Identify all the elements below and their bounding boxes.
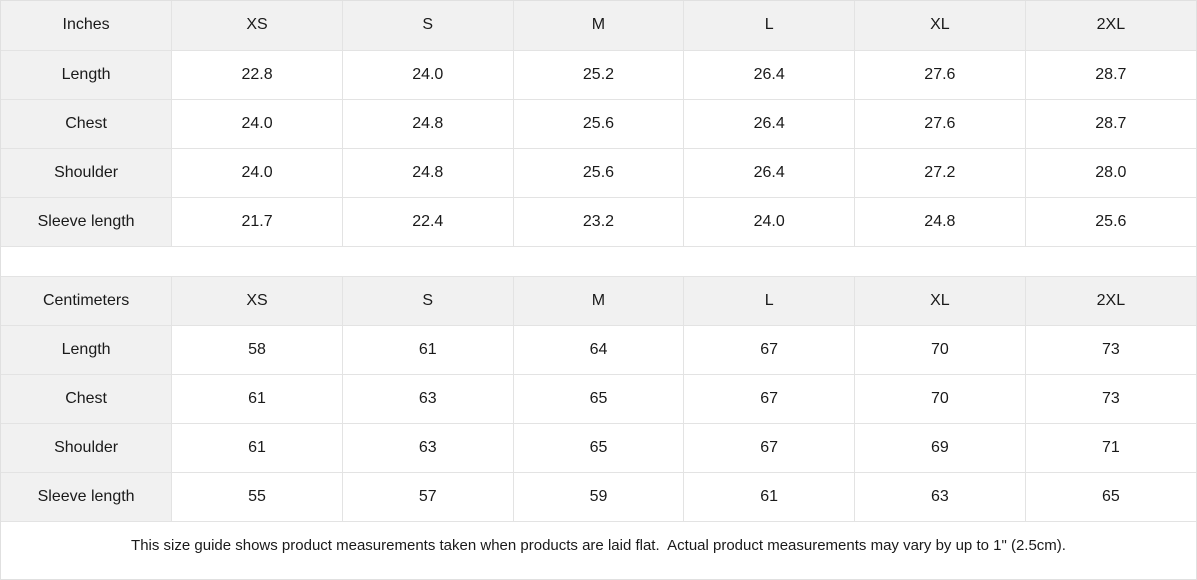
measurement-value: 63 (342, 423, 514, 473)
measurement-value: 25.6 (1025, 197, 1196, 247)
measurement-value: 28.7 (1025, 99, 1196, 149)
table-row: Sleeve length 55 57 59 61 63 65 (1, 472, 1196, 522)
measurement-value: 28.0 (1025, 148, 1196, 198)
measurement-value: 24.0 (683, 197, 856, 247)
measurement-value: 28.7 (1025, 50, 1196, 100)
measurement-value: 65 (513, 374, 685, 424)
measurement-value: 24.0 (171, 148, 343, 198)
size-header-s: S (342, 1, 514, 51)
row-label-chest: Chest (1, 99, 173, 149)
measurement-value: 25.6 (513, 148, 685, 198)
measurement-value: 61 (683, 472, 856, 522)
row-label-sleeve-length: Sleeve length (1, 197, 173, 247)
measurement-value: 22.4 (342, 197, 514, 247)
measurement-value: 25.6 (513, 99, 685, 149)
measurement-value: 61 (171, 374, 343, 424)
size-header-xl: XL (854, 1, 1026, 51)
measurement-value: 24.8 (854, 197, 1026, 247)
measurement-value: 24.8 (342, 99, 514, 149)
table-row: Shoulder 61 63 65 67 69 71 (1, 423, 1196, 473)
row-label-sleeve-length: Sleeve length (1, 472, 173, 522)
measurement-value: 26.4 (683, 148, 856, 198)
size-header-l: L (683, 276, 856, 326)
unit-header-inches: Inches (1, 1, 173, 51)
size-header-l: L (683, 1, 856, 51)
size-header-m: M (513, 1, 685, 51)
table-row: Chest 61 63 65 67 70 73 (1, 374, 1196, 424)
measurement-value: 59 (513, 472, 685, 522)
size-guide-disclaimer: This size guide shows product measuremen… (1, 522, 1196, 569)
size-header-xl: XL (854, 276, 1026, 326)
measurement-value: 26.4 (683, 99, 856, 149)
table-row: Length 22.8 24.0 25.2 26.4 27.6 28.7 (1, 50, 1196, 100)
measurement-value: 65 (1025, 472, 1196, 522)
table-row: Length 58 61 64 67 70 73 (1, 325, 1196, 375)
measurement-value: 27.2 (854, 148, 1026, 198)
measurement-value: 73 (1025, 325, 1196, 375)
row-label-shoulder: Shoulder (1, 423, 173, 473)
measurement-value: 61 (342, 325, 514, 375)
table-header-row: Inches XS S M L XL 2XL (1, 1, 1196, 51)
measurement-value: 67 (683, 325, 856, 375)
measurement-value: 24.0 (171, 99, 343, 149)
measurement-value: 24.8 (342, 148, 514, 198)
measurement-value: 70 (854, 374, 1026, 424)
measurement-value: 21.7 (171, 197, 343, 247)
measurement-value: 71 (1025, 423, 1196, 473)
size-header-xs: XS (171, 1, 343, 51)
row-label-length: Length (1, 50, 173, 100)
size-header-m: M (513, 276, 685, 326)
measurement-value: 64 (513, 325, 685, 375)
table-header-row: Centimeters XS S M L XL 2XL (1, 276, 1196, 326)
row-label-chest: Chest (1, 374, 173, 424)
measurement-value: 24.0 (342, 50, 514, 100)
unit-header-centimeters: Centimeters (1, 276, 173, 326)
measurement-value: 57 (342, 472, 514, 522)
measurement-value: 69 (854, 423, 1026, 473)
measurement-value: 61 (171, 423, 343, 473)
size-header-2xl: 2XL (1025, 1, 1196, 51)
centimeters-size-table: Centimeters XS S M L XL 2XL Length 58 61… (1, 276, 1196, 522)
measurement-value: 63 (854, 472, 1026, 522)
row-label-length: Length (1, 325, 173, 375)
measurement-value: 23.2 (513, 197, 685, 247)
measurement-value: 58 (171, 325, 343, 375)
measurement-value: 70 (854, 325, 1026, 375)
measurement-value: 67 (683, 374, 856, 424)
measurement-value: 25.2 (513, 50, 685, 100)
measurement-value: 63 (342, 374, 514, 424)
inches-size-table: Inches XS S M L XL 2XL Length 22.8 24.0 … (1, 1, 1196, 247)
measurement-value: 27.6 (854, 50, 1026, 100)
measurement-value: 55 (171, 472, 343, 522)
table-row: Chest 24.0 24.8 25.6 26.4 27.6 28.7 (1, 99, 1196, 149)
table-section-spacer (1, 246, 1196, 277)
measurement-value: 26.4 (683, 50, 856, 100)
table-row: Sleeve length 21.7 22.4 23.2 24.0 24.8 2… (1, 197, 1196, 247)
measurement-value: 73 (1025, 374, 1196, 424)
measurement-value: 67 (683, 423, 856, 473)
table-row: Shoulder 24.0 24.8 25.6 26.4 27.2 28.0 (1, 148, 1196, 198)
row-label-shoulder: Shoulder (1, 148, 173, 198)
size-header-xs: XS (171, 276, 343, 326)
size-header-s: S (342, 276, 514, 326)
measurement-value: 22.8 (171, 50, 343, 100)
measurement-value: 27.6 (854, 99, 1026, 149)
size-header-2xl: 2XL (1025, 276, 1196, 326)
measurement-value: 65 (513, 423, 685, 473)
